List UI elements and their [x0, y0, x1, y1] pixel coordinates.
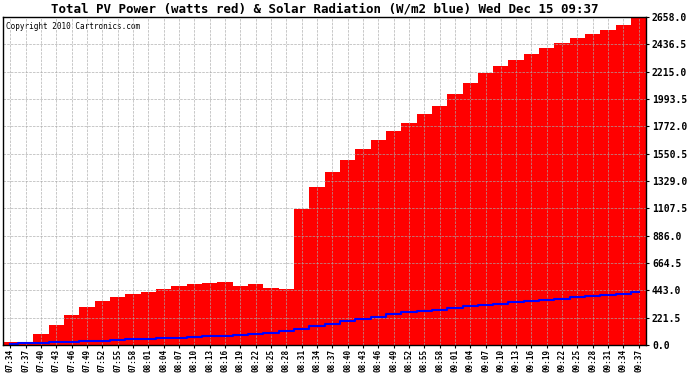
Bar — [233, 286, 248, 345]
Bar — [33, 334, 49, 345]
Bar — [509, 60, 524, 345]
Bar — [615, 26, 631, 345]
Bar — [478, 74, 493, 345]
Bar — [95, 300, 110, 345]
Bar — [401, 123, 417, 345]
Bar — [447, 94, 462, 345]
Bar — [570, 38, 585, 345]
Bar — [248, 285, 264, 345]
Bar — [171, 286, 187, 345]
Bar — [555, 43, 570, 345]
Bar — [156, 289, 171, 345]
Bar — [294, 209, 309, 345]
Bar — [386, 132, 401, 345]
Bar — [340, 160, 355, 345]
Bar — [462, 83, 478, 345]
Bar — [371, 140, 386, 345]
Bar — [79, 307, 95, 345]
Bar — [631, 17, 647, 345]
Bar — [187, 285, 202, 345]
Bar — [126, 294, 141, 345]
Bar — [539, 48, 555, 345]
Bar — [264, 288, 279, 345]
Bar — [324, 172, 340, 345]
Bar — [217, 282, 233, 345]
Bar — [49, 325, 64, 345]
Bar — [524, 54, 539, 345]
Bar — [585, 34, 600, 345]
Bar — [202, 283, 217, 345]
Title: Total PV Power (watts red) & Solar Radiation (W/m2 blue) Wed Dec 15 09:37: Total PV Power (watts red) & Solar Radia… — [51, 3, 598, 16]
Bar — [309, 187, 324, 345]
Bar — [600, 30, 615, 345]
Bar — [3, 342, 18, 345]
Bar — [432, 105, 447, 345]
Bar — [64, 315, 79, 345]
Bar — [141, 292, 156, 345]
Bar — [493, 66, 509, 345]
Bar — [417, 114, 432, 345]
Bar — [279, 290, 294, 345]
Bar — [110, 297, 126, 345]
Text: Copyright 2010 Cartronics.com: Copyright 2010 Cartronics.com — [6, 22, 140, 31]
Bar — [355, 149, 371, 345]
Bar — [18, 342, 33, 345]
